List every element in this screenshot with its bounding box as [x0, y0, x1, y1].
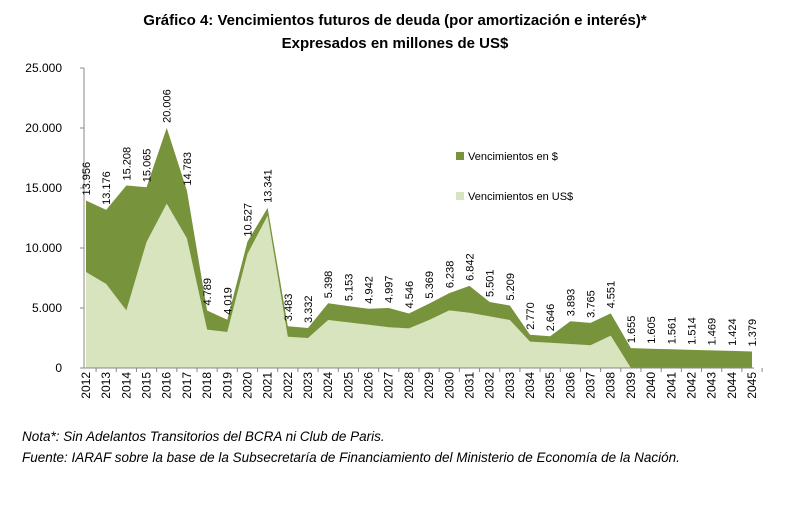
data-label: 4.546: [404, 281, 416, 309]
x-tick-label: 2037: [584, 372, 598, 399]
chart-title: Gráfico 4: Vencimientos futuros de deuda…: [143, 12, 647, 29]
legend-label: Vencimientos en US$: [468, 191, 573, 203]
x-tick-label: 2023: [301, 372, 315, 399]
y-tick-label: 5.000: [32, 301, 62, 315]
data-label: 1.469: [707, 318, 719, 346]
data-label: 1.561: [666, 317, 678, 345]
x-tick-label: 2043: [705, 372, 719, 399]
y-tick-label: 15.000: [25, 181, 62, 195]
x-tick-label: 2033: [503, 372, 517, 399]
data-label: 20.006: [162, 89, 174, 123]
legend-swatch: [456, 152, 464, 160]
y-tick-label: 20.000: [25, 121, 62, 135]
y-tick-label: 10.000: [25, 241, 62, 255]
y-tick-label: 25.000: [25, 61, 62, 75]
data-label: 5.398: [323, 271, 335, 299]
x-tick-label: 2032: [483, 372, 497, 399]
x-tick-label: 2040: [644, 372, 658, 399]
data-label: 1.605: [646, 316, 658, 344]
x-tick-label: 2027: [382, 372, 396, 399]
y-tick-label: 0: [55, 361, 62, 375]
chart: Gráfico 4: Vencimientos futuros de deuda…: [25, 12, 763, 399]
x-tick-label: 2031: [462, 372, 476, 399]
x-tick-label: 2025: [341, 372, 355, 399]
data-label: 15.065: [142, 149, 154, 183]
data-label: 2.646: [545, 304, 557, 332]
data-label: 5.153: [343, 274, 355, 302]
x-tick-label: 2020: [240, 372, 254, 399]
x-tick-label: 2039: [624, 372, 638, 399]
x-tick-label: 2044: [725, 372, 739, 399]
data-label: 3.332: [303, 295, 315, 323]
x-tick-label: 2035: [543, 372, 557, 399]
data-label: 1.514: [686, 317, 698, 345]
data-label: 3.483: [283, 294, 295, 322]
data-label: 2.770: [525, 302, 537, 330]
data-label: 13.341: [263, 169, 275, 203]
legend-label: Vencimientos en $: [468, 151, 558, 163]
data-label: 15.208: [121, 147, 133, 181]
x-tick-label: 2021: [261, 372, 275, 399]
x-tick-label: 2029: [422, 372, 436, 399]
x-tick-label: 2038: [604, 372, 618, 399]
data-label: 14.783: [182, 152, 194, 186]
data-label: 3.765: [586, 290, 598, 318]
x-tick-label: 2013: [99, 372, 113, 399]
x-tick-label: 2015: [140, 372, 154, 399]
data-label: 6.238: [444, 261, 456, 289]
x-tick-label: 2026: [362, 372, 376, 399]
x-tick-label: 2034: [523, 372, 537, 399]
x-tick-label: 2045: [745, 372, 759, 399]
x-tick-label: 2012: [79, 372, 93, 399]
x-tick-label: 2016: [160, 372, 174, 399]
data-label: 5.209: [505, 273, 517, 301]
x-tick-label: 2042: [684, 372, 698, 399]
x-tick-label: 2022: [281, 372, 295, 399]
area: [86, 127, 752, 368]
data-label: 1.655: [626, 316, 638, 344]
data-label: 13.956: [81, 162, 93, 196]
data-label: 6.842: [464, 253, 476, 281]
x-tick-label: 2030: [442, 372, 456, 399]
data-label: 10.527: [242, 203, 254, 237]
x-tick-label: 2017: [180, 372, 194, 399]
data-label: 13.176: [101, 171, 113, 205]
data-label: 5.501: [485, 269, 497, 297]
note: Nota*: Sin Adelantos Transitorios del BC…: [22, 429, 385, 444]
data-label: 4.551: [606, 281, 618, 309]
area: [86, 203, 752, 368]
data-label: 5.369: [424, 271, 436, 299]
data-label: 4.019: [222, 287, 234, 315]
data-label: 4.942: [364, 276, 376, 304]
source: Fuente: IARAF sobre la base de la Subsec…: [22, 450, 680, 465]
data-label: 4.997: [384, 276, 396, 304]
x-tick-label: 2014: [119, 372, 133, 399]
x-tick-label: 2041: [664, 372, 678, 399]
data-label: 3.893: [565, 289, 577, 317]
x-tick-label: 2028: [402, 372, 416, 399]
data-label: 1.424: [727, 318, 739, 346]
x-tick-label: 2019: [220, 372, 234, 399]
data-label: 4.789: [202, 278, 214, 306]
x-tick-label: 2036: [563, 372, 577, 399]
legend-swatch: [456, 192, 464, 200]
x-tick-label: 2018: [200, 372, 214, 399]
data-label: 1.379: [747, 319, 759, 347]
chart-subtitle: Expresados en millones de US$: [282, 35, 509, 52]
x-tick-label: 2024: [321, 372, 335, 399]
